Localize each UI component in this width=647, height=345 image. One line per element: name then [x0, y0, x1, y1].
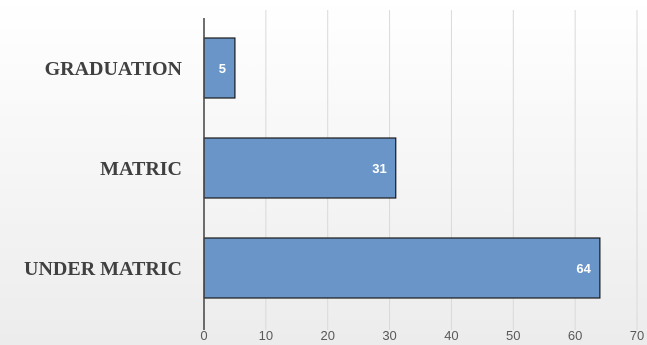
bar-matric [203, 137, 397, 199]
x-tick-label: 70 [630, 328, 644, 343]
data-label: 64 [576, 261, 591, 276]
x-tick-label: 60 [568, 328, 582, 343]
x-tick-label: 10 [259, 328, 273, 343]
x-tick-labels: 0 10 20 30 40 50 60 70 [200, 328, 644, 343]
data-label: 31 [372, 161, 386, 176]
x-tick-label: 20 [320, 328, 334, 343]
x-tick-label: 50 [506, 328, 520, 343]
category-label: MATRIC [100, 158, 182, 180]
x-tick-label: 40 [444, 328, 458, 343]
bars [203, 37, 601, 299]
data-labels: 5 31 64 [219, 61, 592, 276]
category-label: GRADUATION [45, 58, 183, 80]
data-label: 5 [219, 61, 226, 76]
bar-under-matric [203, 237, 601, 299]
x-tick-label: 30 [382, 328, 396, 343]
category-label: UNDER MATRIC [24, 258, 182, 280]
x-tick-label: 0 [200, 328, 207, 343]
category-labels: GRADUATION MATRIC UNDER MATRIC [24, 58, 183, 280]
